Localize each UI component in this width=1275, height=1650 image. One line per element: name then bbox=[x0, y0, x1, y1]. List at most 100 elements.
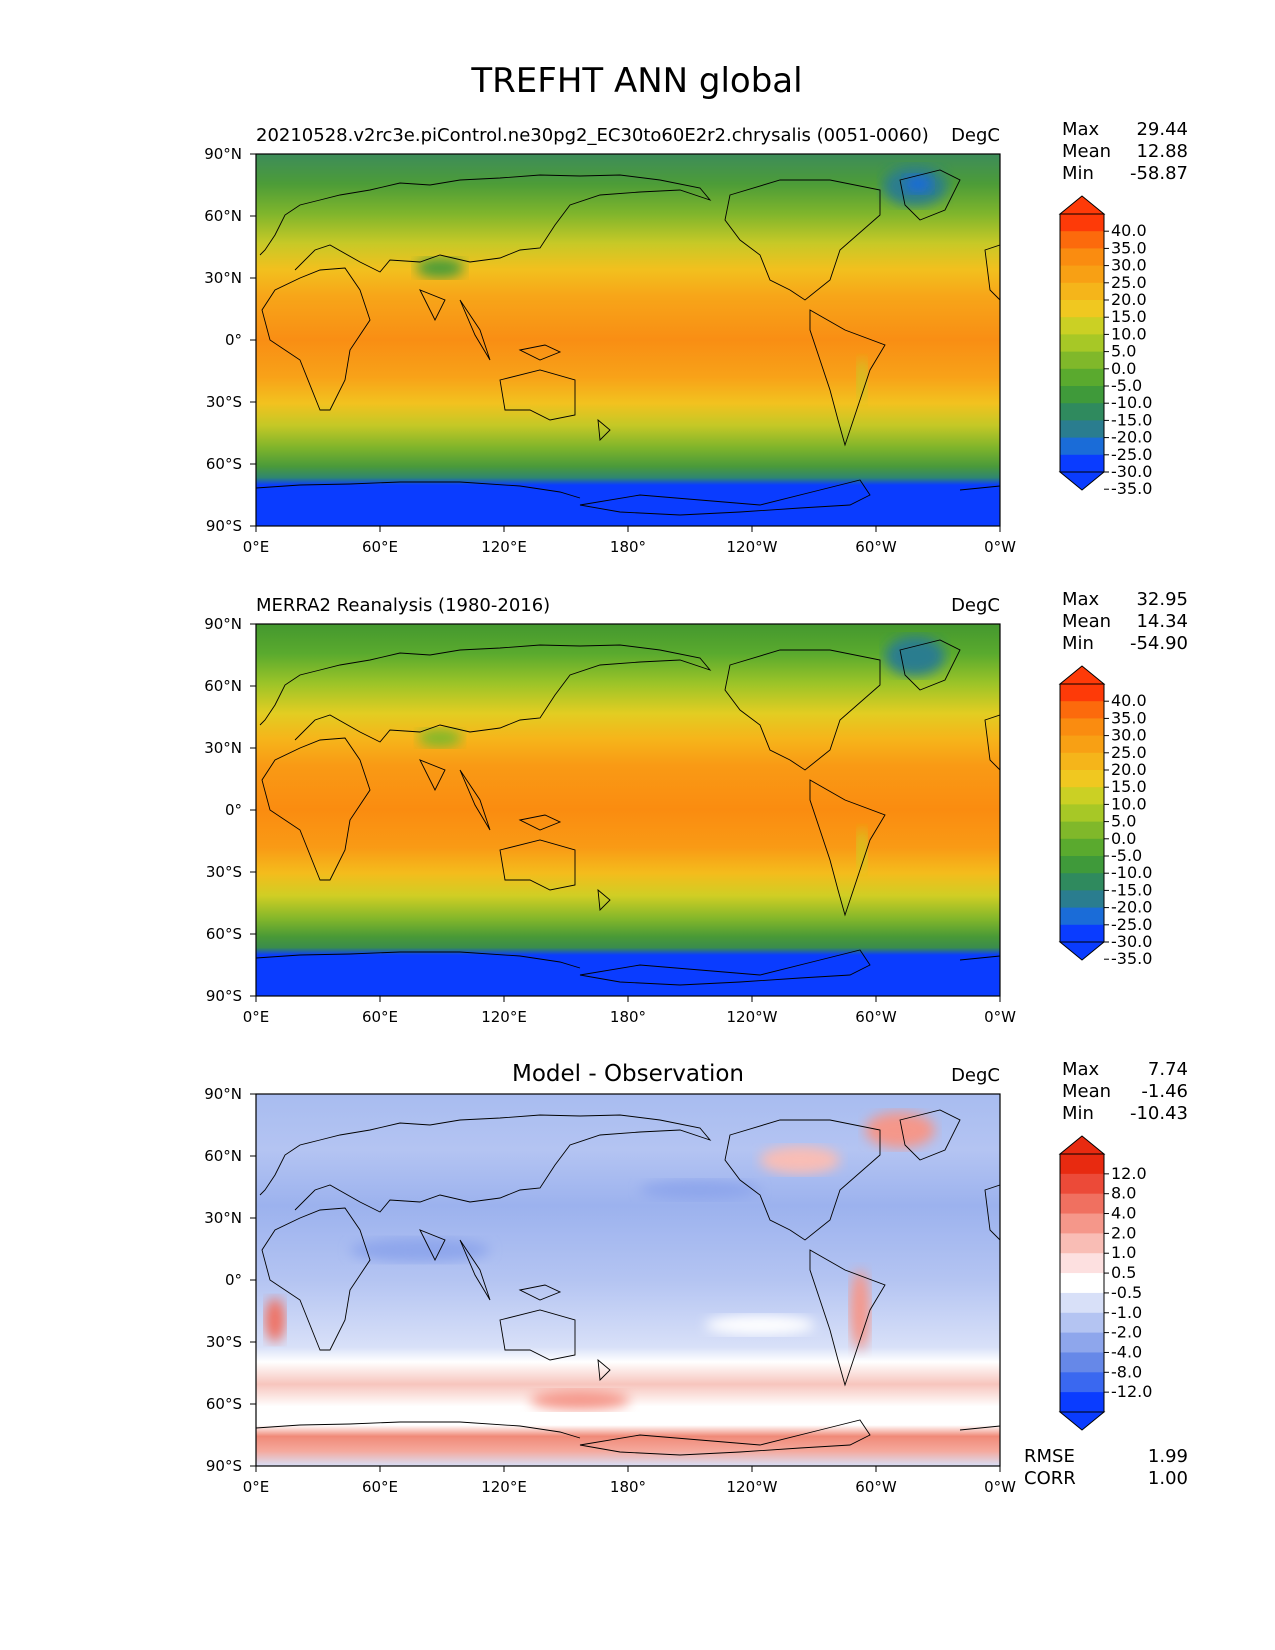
lat-label: 30°N bbox=[204, 739, 242, 757]
coastlines bbox=[255, 1109, 1001, 1456]
colorbar-extend-bottom bbox=[1058, 471, 1106, 491]
map-field bbox=[256, 624, 1000, 996]
lon-label: 0°W bbox=[984, 538, 1016, 556]
stat-label: Mean bbox=[1062, 1081, 1111, 1102]
colorbar-tick-label: -25.0 bbox=[1111, 915, 1152, 934]
colorbar-segment bbox=[1060, 420, 1104, 439]
colorbar-tick-label: 40.0 bbox=[1111, 221, 1147, 240]
panel-diff: Model - Observation DegC bbox=[204, 1059, 1188, 1496]
colorbar-segment bbox=[1060, 718, 1104, 737]
colorbar-segment bbox=[1060, 282, 1104, 301]
colorbar-tick-label: -20.0 bbox=[1111, 898, 1152, 917]
colorbar-tick-label: -10.0 bbox=[1111, 393, 1152, 412]
lon-label: 60°W bbox=[855, 1008, 897, 1026]
lat-label: 30°S bbox=[206, 1333, 242, 1351]
colorbar-segment bbox=[1060, 838, 1104, 857]
lon-label: 120°E bbox=[481, 1478, 527, 1496]
colorbar-tick-label: -15.0 bbox=[1111, 410, 1152, 429]
lat-ticks bbox=[250, 1093, 256, 1467]
metric-value: 1.00 bbox=[1148, 1468, 1188, 1489]
stat-label: Min bbox=[1062, 633, 1094, 654]
colorbar-segment bbox=[1060, 334, 1104, 353]
lat-ticks bbox=[250, 153, 256, 527]
colorbar: 40.035.030.025.020.015.010.05.00.0-5.0-1… bbox=[1058, 665, 1152, 968]
map-field bbox=[256, 154, 1000, 526]
panel-left-title: MERRA2 Reanalysis (1980-2016) bbox=[256, 595, 550, 616]
colorbar-segment bbox=[1060, 873, 1104, 891]
colorbar-tick-label: 8.0 bbox=[1111, 1184, 1136, 1203]
stat-label: Max bbox=[1062, 589, 1100, 610]
stats-block: Max 7.74 Mean -1.46 Min -10.43 bbox=[1062, 1059, 1188, 1124]
colorbar-segment bbox=[1060, 804, 1104, 823]
lon-label: 180° bbox=[610, 1008, 646, 1026]
panel-center-title: Model - Observation bbox=[512, 1061, 744, 1087]
colorbar-segment bbox=[1060, 265, 1104, 284]
colorbar-segment bbox=[1060, 701, 1104, 719]
colorbar-segment bbox=[1060, 821, 1104, 840]
colorbar-tick-label: -20.0 bbox=[1111, 428, 1152, 447]
colorbar-tick-label: -25.0 bbox=[1111, 445, 1152, 464]
colorbar-segment bbox=[1060, 787, 1104, 805]
colorbar-frame bbox=[1059, 213, 1105, 473]
metric-label: RMSE bbox=[1024, 1446, 1075, 1467]
lat-label: 0° bbox=[225, 1271, 242, 1289]
panel-model: 20210528.v2rc3e.piControl.ne30pg2_EC30to… bbox=[204, 119, 1188, 556]
colorbar-extend-top bbox=[1058, 665, 1106, 685]
colorbar-segment bbox=[1060, 770, 1104, 788]
lat-label: 60°N bbox=[204, 1147, 242, 1165]
colorbar-tick-label: 0.0 bbox=[1111, 829, 1136, 848]
stat-value: 7.74 bbox=[1148, 1059, 1188, 1080]
panel-units: DegC bbox=[951, 1065, 1000, 1086]
colorbar-tick-label: 15.0 bbox=[1111, 777, 1147, 796]
colorbar-tick-label: 25.0 bbox=[1111, 743, 1147, 762]
lon-label: 0°E bbox=[243, 538, 270, 556]
lon-label: 0°E bbox=[243, 1478, 270, 1496]
lon-label: 180° bbox=[610, 1478, 646, 1496]
lon-ticks bbox=[255, 996, 1001, 1002]
lat-label: 60°N bbox=[204, 677, 242, 695]
colorbar-segment bbox=[1060, 231, 1104, 249]
lat-label: 90°N bbox=[204, 145, 242, 163]
lon-label: 120°W bbox=[727, 538, 778, 556]
lon-label: 0°W bbox=[984, 1478, 1016, 1496]
lon-label: 60°E bbox=[362, 1478, 398, 1496]
lat-label: 60°S bbox=[206, 1395, 242, 1413]
colorbar-extend-bottom bbox=[1058, 1411, 1106, 1431]
colorbar-segment bbox=[1060, 907, 1104, 926]
colorbar-segment bbox=[1060, 1233, 1104, 1254]
colorbar-tick-label: 20.0 bbox=[1111, 760, 1147, 779]
stat-value: -10.43 bbox=[1130, 1103, 1188, 1124]
lon-label: 60°W bbox=[855, 538, 897, 556]
colorbar-segment bbox=[1060, 735, 1104, 754]
colorbar-tick-label: 35.0 bbox=[1111, 238, 1147, 257]
colorbar-tick-label: -35.0 bbox=[1111, 949, 1152, 968]
colorbar-segment bbox=[1060, 684, 1104, 702]
lat-label: 90°S bbox=[206, 1457, 242, 1475]
lat-label: 60°S bbox=[206, 925, 242, 943]
coastlines bbox=[255, 639, 1001, 986]
stats-block: Max 29.44 Mean 12.88 Min -58.87 bbox=[1062, 119, 1188, 184]
colorbar-segment bbox=[1060, 403, 1104, 421]
colorbar-tick-label: -4.0 bbox=[1111, 1342, 1142, 1361]
lon-label: 60°E bbox=[362, 538, 398, 556]
stat-label: Max bbox=[1062, 1059, 1100, 1080]
colorbar-segment bbox=[1060, 1253, 1104, 1274]
lon-label: 60°W bbox=[855, 1478, 897, 1496]
colorbar-tick-label: -30.0 bbox=[1111, 462, 1152, 481]
stats-block: Max 32.95 Mean 14.34 Min -54.90 bbox=[1062, 589, 1188, 654]
lat-label: 30°N bbox=[204, 1209, 242, 1227]
panel-left-title: 20210528.v2rc3e.piControl.ne30pg2_EC30to… bbox=[256, 125, 929, 146]
colorbar-frame bbox=[1059, 683, 1105, 943]
metric-value: 1.99 bbox=[1148, 1446, 1188, 1467]
stat-value: 29.44 bbox=[1136, 119, 1188, 140]
lat-label: 60°N bbox=[204, 207, 242, 225]
colorbar-segment bbox=[1060, 1273, 1104, 1294]
colorbar-tick-label: 12.0 bbox=[1111, 1164, 1147, 1183]
lon-label: 120°W bbox=[727, 1478, 778, 1496]
colorbar-tick-label: -2.0 bbox=[1111, 1323, 1142, 1342]
colorbar-tick-label: -0.5 bbox=[1111, 1283, 1142, 1302]
colorbar-segment bbox=[1060, 454, 1104, 473]
colorbar-segment bbox=[1060, 924, 1104, 943]
colorbar-tick-label: 5.0 bbox=[1111, 812, 1136, 831]
